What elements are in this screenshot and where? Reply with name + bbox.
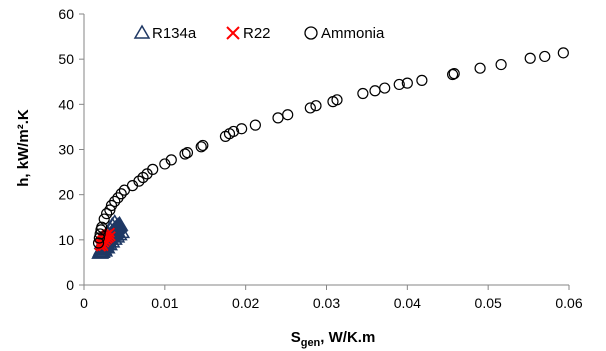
ammonia-point <box>369 85 381 97</box>
ammonia-point <box>181 147 194 159</box>
ammonia-point <box>236 123 248 135</box>
ammonia-point <box>101 208 113 220</box>
ammonia-point <box>159 158 171 170</box>
ammonia-point <box>147 163 159 175</box>
legend-item-r22: R22 <box>226 25 271 42</box>
y-tick-label: 60 <box>58 6 74 22</box>
ammonia-point <box>94 228 106 240</box>
x-tick-label: 0.02 <box>232 295 259 311</box>
ammonia-point <box>98 213 110 225</box>
x-tick-label: 0.06 <box>555 295 582 311</box>
ammonia-point <box>137 171 149 184</box>
x-axis-title-rest: , W/K.m <box>320 329 375 346</box>
ammonia-point <box>197 139 209 152</box>
ammonia-point <box>92 237 105 249</box>
ammonia-point <box>447 68 459 81</box>
ammonia-point <box>524 52 536 64</box>
y-tick-label: 40 <box>58 96 74 112</box>
y-axis-title-group: h, kW/m².K <box>15 109 32 187</box>
r22-point <box>104 227 116 238</box>
ammonia-point <box>115 188 127 200</box>
ammonia-point <box>304 102 316 114</box>
ammonia-point <box>195 141 207 153</box>
legend-x-icon <box>226 26 240 40</box>
axes: 0 0.01 0.02 0.03 0.04 0.05 0.06 0 10 20 30 40 50 60 <box>58 6 582 311</box>
legend: R134a R22 Ammonia <box>133 24 385 42</box>
legend-label: Ammonia <box>321 25 385 42</box>
legend-item-r134a: R134a <box>133 24 197 42</box>
series-layer <box>91 47 569 259</box>
ammonia-point <box>557 47 569 59</box>
ammonia-point <box>539 50 551 63</box>
legend-label: R22 <box>243 25 271 42</box>
ammonia-point <box>331 94 343 106</box>
ammonia-point <box>495 58 507 71</box>
ammonia-point <box>401 77 413 89</box>
ammonia-point <box>448 68 460 80</box>
ammonia-point <box>179 148 191 160</box>
ammonia-point <box>227 125 240 138</box>
ammonia-point <box>249 119 261 131</box>
x-tick-label: 0.04 <box>394 295 421 311</box>
ammonia-point <box>474 62 486 74</box>
series-ammonia <box>92 47 569 249</box>
ammonia-point <box>416 74 428 86</box>
x-tick-label: 0.05 <box>475 295 502 311</box>
r134a-point <box>109 225 128 241</box>
ammonia-point <box>96 221 108 233</box>
x-axis-title: Sgen, W/K.m <box>291 329 376 349</box>
x-axis-title-subscript: gen <box>301 337 321 349</box>
y-axis-title: h, kW/m².K <box>15 109 32 187</box>
ammonia-point <box>282 109 294 121</box>
ammonia-point <box>272 112 284 124</box>
ammonia-point <box>104 204 116 216</box>
y-tick-label: 20 <box>58 187 74 203</box>
x-axis-title-main: S <box>291 329 301 346</box>
ammonia-point <box>357 87 369 100</box>
y-tick-label: 50 <box>58 51 74 67</box>
r134a-point <box>105 214 124 230</box>
ammonia-point <box>133 175 145 187</box>
y-tick-label: 0 <box>66 277 74 293</box>
legend-item-ammonia: Ammonia <box>304 25 385 42</box>
ammonia-point <box>393 78 405 91</box>
ammonia-point <box>165 154 177 166</box>
legend-label: R134a <box>152 25 197 42</box>
ammonia-point <box>93 232 105 244</box>
ammonia-point <box>310 100 322 112</box>
legend-circle-icon <box>304 26 318 40</box>
ammonia-point <box>109 195 121 208</box>
y-tick-label: 30 <box>58 142 74 158</box>
legend-triangle-icon <box>133 24 151 39</box>
x-tick-label: 0.03 <box>313 295 340 311</box>
x-tick-label: 0.01 <box>151 295 178 311</box>
x-tick-label: 0 <box>80 295 88 311</box>
y-tick-label: 10 <box>58 232 74 248</box>
ammonia-point <box>379 82 391 94</box>
